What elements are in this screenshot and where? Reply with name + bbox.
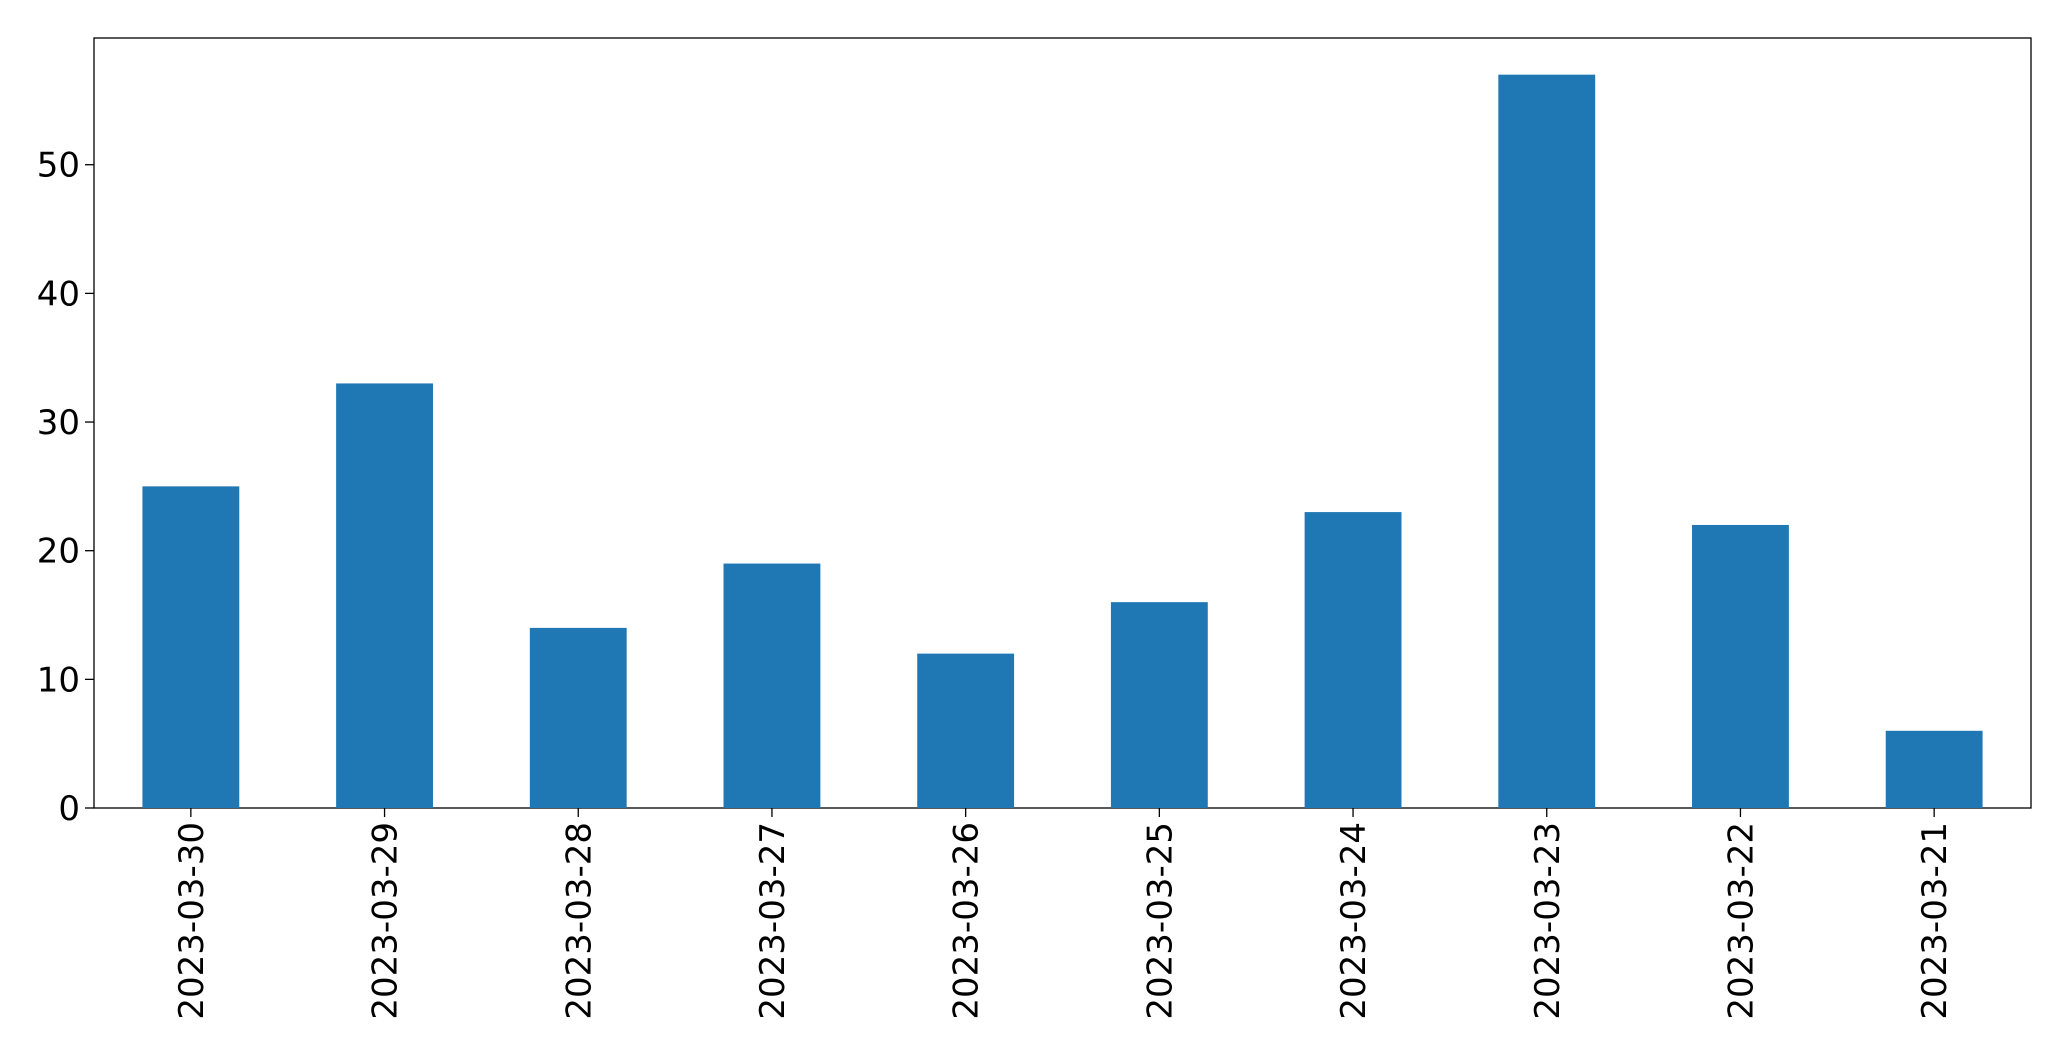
x-tick-label: 2023-03-25 (1140, 822, 1180, 1020)
bar (1498, 74, 1596, 808)
y-tick-label: 50 (37, 146, 80, 186)
bar (1304, 512, 1402, 808)
y-tick-label: 10 (37, 660, 80, 700)
bar (1885, 730, 1983, 808)
x-tick-label: 2023-03-26 (947, 822, 987, 1020)
x-tick-label: 2023-03-29 (366, 822, 406, 1020)
x-tick-label: 2023-03-21 (1915, 822, 1955, 1020)
y-tick-label: 20 (37, 532, 80, 572)
bar (723, 563, 821, 808)
y-tick-label: 30 (37, 403, 80, 443)
bar (142, 486, 240, 808)
x-tick-label: 2023-03-24 (1334, 822, 1374, 1020)
x-tick-label: 2023-03-22 (1721, 822, 1761, 1020)
bar (917, 653, 1015, 808)
x-tick-label: 2023-03-23 (1528, 822, 1568, 1020)
plot-frame (93, 37, 2032, 809)
x-tick-label: 2023-03-28 (559, 822, 599, 1020)
x-tick-label: 2023-03-30 (172, 822, 212, 1020)
bar (1692, 524, 1789, 808)
bar (529, 627, 627, 808)
bar (336, 383, 433, 808)
y-tick-label: 40 (37, 274, 80, 314)
x-tick-label: 2023-03-27 (753, 822, 793, 1020)
bar (1110, 602, 1208, 808)
y-tick-label: 0 (58, 789, 80, 829)
